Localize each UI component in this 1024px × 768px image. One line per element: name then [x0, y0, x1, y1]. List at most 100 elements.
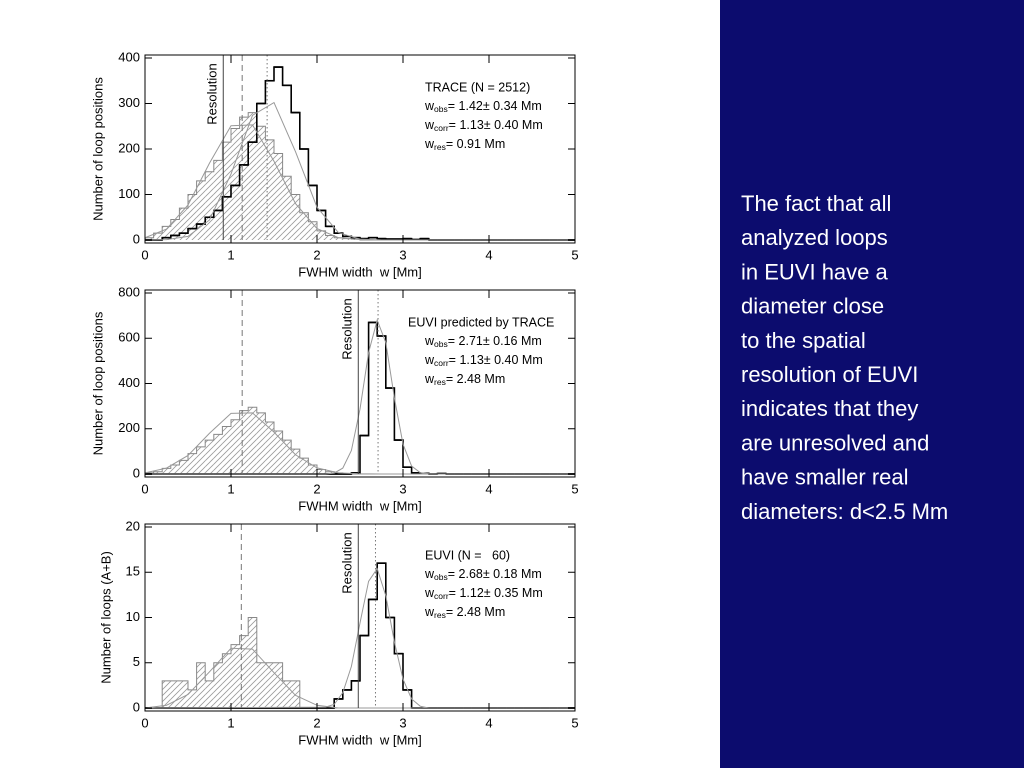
y-tick-label: 200 [118, 420, 140, 435]
histogram-bar [205, 680, 214, 708]
stat-subscript: corr [434, 123, 449, 133]
stat-subscript: obs [434, 572, 448, 582]
x-tick-label: 3 [399, 715, 406, 730]
x-tick-label: 0 [141, 481, 148, 496]
y-tick-label: 600 [118, 330, 140, 345]
y-tick-label: 5 [133, 654, 140, 669]
histogram-bar [256, 662, 266, 708]
histogram-bar [231, 419, 240, 474]
fit-curve [144, 124, 575, 241]
text-panel [720, 0, 1024, 768]
histogram-bar [222, 142, 231, 240]
histogram-bar [196, 180, 206, 240]
stat-symbol: w [424, 372, 435, 386]
slide-text-line: in EUVI have a [741, 259, 889, 284]
histogram-bar [179, 460, 188, 474]
x-axis-label: FWHM width w [Mm] [298, 264, 422, 279]
stat-subscript: corr [434, 358, 449, 368]
stat-symbol: w [424, 567, 435, 581]
y-tick-label: 0 [133, 231, 140, 246]
histogram-bar [162, 226, 171, 240]
stat-text: = 2.48 Mm [446, 605, 505, 619]
histogram-bar [256, 126, 266, 240]
slide-text-line: are unresolved and [741, 430, 929, 455]
histogram-bar [145, 237, 154, 240]
stat-text: = 2.68± 0.18 Mm [448, 567, 542, 581]
y-axis-label: Number of loop positions [90, 77, 105, 221]
histogram-bar [248, 407, 257, 474]
y-tick-label: 800 [118, 284, 140, 299]
histogram-bar [291, 449, 300, 474]
y-axis-label: Number of loops (A+B) [98, 551, 113, 684]
histogram-bar [282, 440, 292, 474]
x-tick-label: 1 [227, 247, 234, 262]
annotation-stat: wcorr= 1.12± 0.35 Mm [424, 586, 543, 601]
fit-curve [144, 567, 575, 709]
histogram-bar [188, 194, 197, 240]
annotation-stat: wres= 0.91 Mm [424, 137, 505, 152]
x-tick-label: 2 [313, 481, 320, 496]
stat-subscript: corr [434, 591, 449, 601]
x-tick-label: 3 [399, 481, 406, 496]
y-tick-label: 0 [133, 465, 140, 480]
reference-label: Resolution [340, 298, 355, 359]
histogram-bar [239, 410, 249, 474]
histogram-bar [153, 471, 163, 474]
annotation-stat: wcorr= 1.13± 0.40 Mm [424, 353, 543, 368]
x-tick-label: 4 [485, 247, 492, 262]
stat-text: = 0.91 Mm [446, 137, 505, 151]
annotation-stat: wobs= 1.42± 0.34 Mm [424, 99, 542, 114]
stat-symbol: w [424, 586, 435, 600]
y-tick-label: 100 [118, 186, 140, 201]
stat-subscript: res [434, 142, 446, 152]
stat-symbol: w [424, 99, 435, 113]
y-tick-label: 400 [118, 375, 140, 390]
histogram-bar [342, 238, 352, 240]
x-axis-label: FWHM width w [Mm] [298, 498, 422, 513]
histogram-bar [222, 426, 231, 474]
histogram-bar [239, 635, 249, 708]
slide-text-line: diameters: d<2.5 Mm [741, 499, 948, 524]
y-axis-label: Number of loop positions [90, 311, 105, 455]
histogram-bar [291, 194, 300, 240]
histogram-bar [162, 680, 171, 708]
histogram-bar [213, 662, 223, 708]
histogram-bar [256, 412, 266, 474]
stat-text: = 1.12± 0.35 Mm [449, 586, 543, 600]
x-tick-label: 1 [227, 715, 234, 730]
histogram-bar [317, 230, 326, 240]
histogram-bar [188, 689, 197, 708]
histogram-bar [153, 233, 163, 240]
annotation-title: EUVI (N = 60) [425, 548, 510, 562]
annotation-stat: wobs= 2.71± 0.16 Mm [424, 334, 542, 349]
x-tick-label: 0 [141, 715, 148, 730]
slide-text-line: analyzed loops [741, 225, 888, 250]
histogram-bar [282, 680, 292, 708]
histogram-bar [299, 458, 309, 474]
slide-text-line: diameter close [741, 294, 884, 319]
histogram-bar [170, 680, 180, 708]
slide-text-line: have smaller real [741, 465, 909, 490]
histogram-bar [265, 421, 274, 474]
histogram-bar [170, 464, 180, 474]
stat-text: = 1.42± 0.34 Mm [448, 99, 542, 113]
histogram-bar [265, 662, 274, 708]
histogram-bar [325, 235, 335, 240]
annotation-stat: wres= 2.48 Mm [424, 605, 505, 620]
stat-subscript: res [434, 610, 446, 620]
x-axis-label: FWHM width w [Mm] [298, 732, 422, 747]
histogram-bar [274, 153, 283, 240]
stat-symbol: w [424, 137, 435, 151]
slide-text-line: to the spatial [741, 328, 866, 353]
x-tick-label: 5 [571, 481, 578, 496]
histogram-bar [291, 680, 300, 708]
stat-subscript: obs [434, 104, 448, 114]
histogram-bar [308, 464, 317, 474]
histogram-bar [196, 662, 206, 708]
histogram-bar [231, 644, 240, 708]
slide-text-line: The fact that all [741, 191, 891, 216]
histogram-bar [170, 219, 180, 240]
reference-label: Resolution [205, 63, 220, 124]
annotation-stat: wres= 2.48 Mm [424, 372, 505, 387]
histogram-bar [188, 453, 197, 474]
